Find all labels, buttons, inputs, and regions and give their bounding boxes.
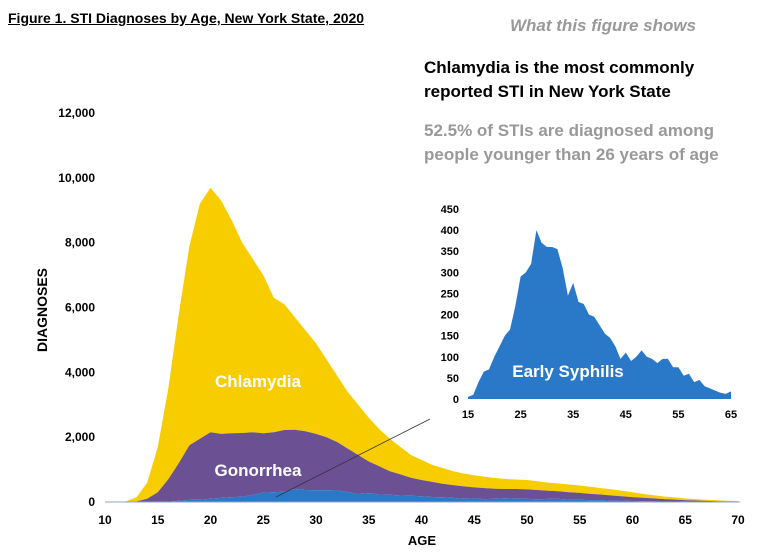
area-gonorrhea <box>105 429 738 502</box>
series-label-chlamydia: Chlamydia <box>215 372 302 391</box>
inset-x-tick-label: 65 <box>725 409 737 421</box>
area-chlamydia <box>105 187 738 502</box>
inset-y-tick-label: 300 <box>441 267 459 279</box>
inset-x-tick-label: 55 <box>672 409 684 421</box>
inset-x-tick-label: 35 <box>567 409 579 421</box>
inset-y-tick-label: 100 <box>441 352 459 364</box>
inset-x-tick-label: 25 <box>514 409 526 421</box>
y-tick-label: 12,000 <box>58 106 95 120</box>
x-tick-label: 40 <box>415 513 429 527</box>
x-axis-title: AGE <box>408 533 437 548</box>
area-early-syphilis <box>105 489 738 502</box>
x-tick-label: 30 <box>309 513 323 527</box>
inset-area-early-syphilis <box>468 230 731 399</box>
x-tick-label: 35 <box>362 513 376 527</box>
inset-y-tick-label: 350 <box>441 246 459 258</box>
x-tick-label: 60 <box>626 513 640 527</box>
figure-title: Figure 1. STI Diagnoses by Age, New York… <box>8 10 365 26</box>
key-message-2: 52.5% of STIs are diagnosed among people… <box>424 121 719 164</box>
x-tick-label: 70 <box>731 513 745 527</box>
series-label-gonorrhea: Gonorrhea <box>215 461 302 480</box>
what-this-figure-shows-label: What this figure shows <box>510 16 697 35</box>
inset-chart-ticks: 15 25 35 45 55 65 0 50 100 150 200 250 300 350 400 450 <box>441 204 737 421</box>
inset-chart-area <box>468 230 731 399</box>
y-tick-label: 10,000 <box>58 171 95 185</box>
x-tick-label: 50 <box>520 513 534 527</box>
x-tick-label: 10 <box>98 513 112 527</box>
y-tick-label: 0 <box>88 495 95 509</box>
x-tick-label: 55 <box>573 513 587 527</box>
y-tick-label: 8,000 <box>65 236 95 250</box>
y-axis-title: DIAGNOSES <box>34 268 50 352</box>
inset-connector-line <box>275 418 431 498</box>
inset-y-tick-label: 0 <box>453 394 459 406</box>
inset-y-tick-label: 50 <box>447 373 459 385</box>
main-chart-areas <box>105 187 738 502</box>
inset-y-tick-label: 400 <box>441 225 459 237</box>
inset-y-tick-label: 250 <box>441 288 459 300</box>
key-message-1: Chlamydia is the most commonly reported … <box>424 58 695 101</box>
inset-y-tick-label: 150 <box>441 331 459 343</box>
inset-y-tick-label: 200 <box>441 310 459 322</box>
inset-x-tick-label: 45 <box>620 409 632 421</box>
inset-series-label: Early Syphilis <box>512 362 624 381</box>
x-tick-label: 65 <box>679 513 693 527</box>
y-tick-label: 2,000 <box>65 430 95 444</box>
x-tick-label: 45 <box>468 513 482 527</box>
main-chart-ticks: 10 15 20 25 30 35 40 45 50 55 60 65 70 0 2,000 4,000 6,0… <box>58 106 745 527</box>
y-tick-label: 6,000 <box>65 301 95 315</box>
y-tick-label: 4,000 <box>65 365 95 379</box>
x-tick-label: 15 <box>151 513 165 527</box>
inset-y-tick-label: 450 <box>441 204 459 216</box>
x-tick-label: 20 <box>204 513 218 527</box>
inset-x-tick-label: 15 <box>462 409 474 421</box>
x-tick-label: 25 <box>257 513 271 527</box>
